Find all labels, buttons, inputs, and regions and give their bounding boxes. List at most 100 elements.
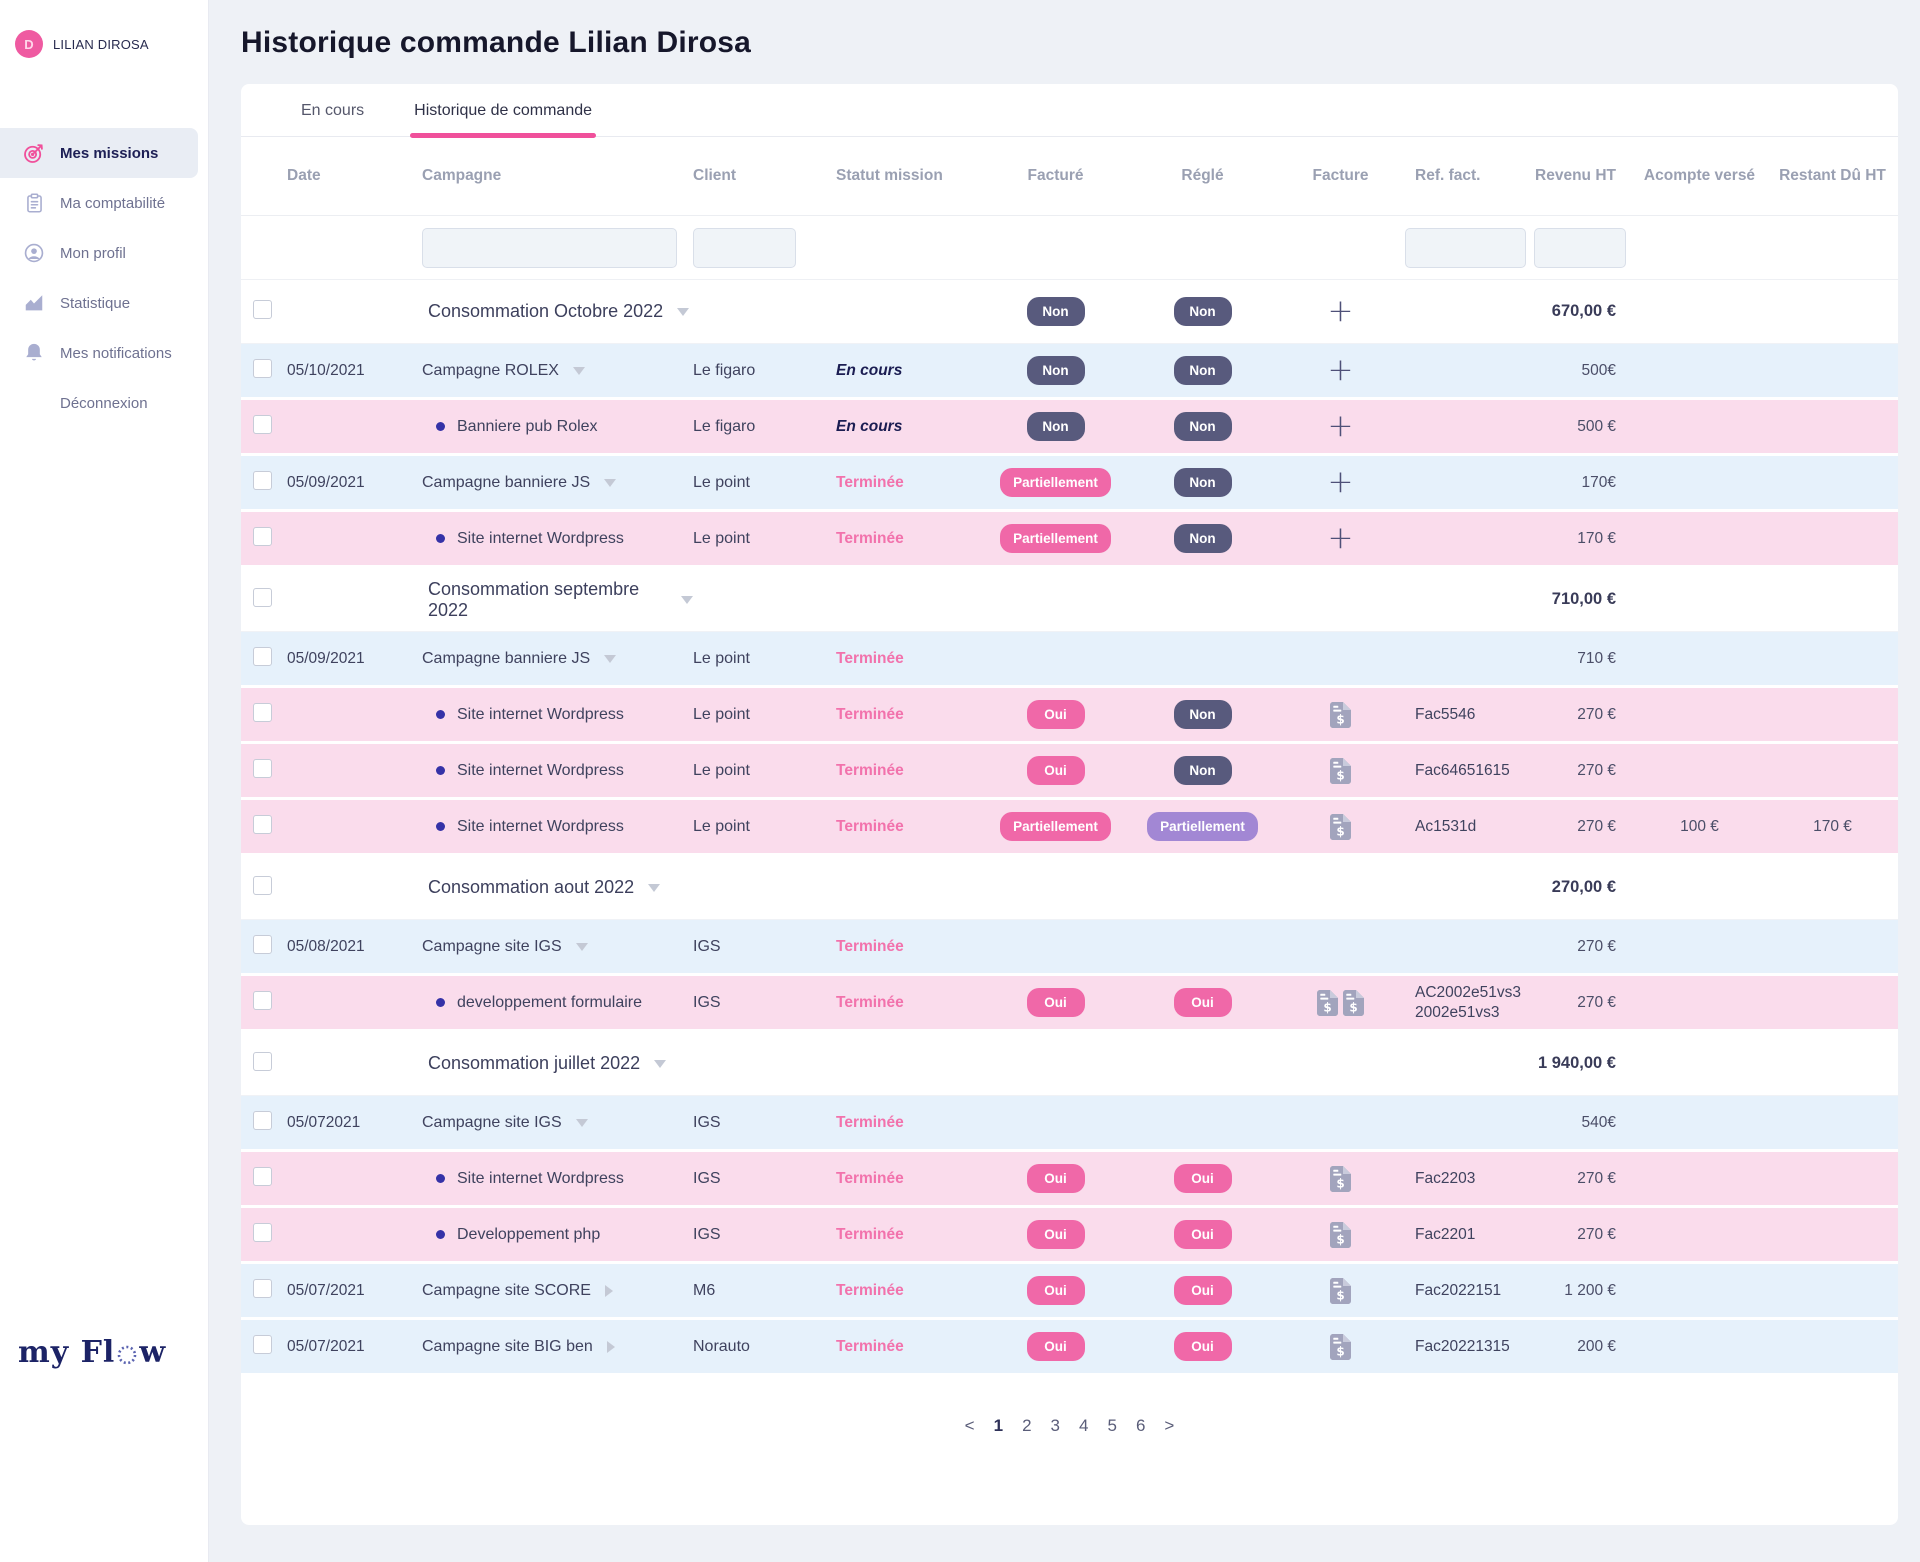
group-title: Consommation juillet 2022	[428, 1053, 641, 1073]
invoice-ref: Fac2203	[1415, 1169, 1476, 1187]
campaign-name: Campagne ROLEX	[422, 361, 559, 379]
cell-client: IGS	[693, 993, 721, 1011]
sidebar-item-mon-profil[interactable]: Mon profil	[0, 228, 198, 278]
filter-campagne-input[interactable]	[422, 227, 677, 268]
add-invoice-button[interactable]: +	[1327, 408, 1354, 444]
pagination-next[interactable]: >	[1164, 1416, 1175, 1435]
group-title: Consommation aout 2022	[428, 877, 635, 897]
row-checkbox[interactable]	[253, 470, 272, 490]
pagination-page-6[interactable]: 6	[1135, 1416, 1146, 1435]
chevron-down-icon[interactable]	[572, 366, 585, 375]
chevron-down-icon[interactable]	[677, 307, 690, 316]
row-checkbox[interactable]	[253, 646, 272, 666]
row-checkbox[interactable]	[253, 1051, 272, 1071]
mission-name: Site internet Wordpress	[457, 705, 624, 723]
facture-badge: Oui	[1026, 1332, 1085, 1361]
chevron-down-icon[interactable]	[654, 1059, 667, 1068]
table-row: 05/072021 Campagne site IGS IGS Terminée 540…	[241, 1096, 1898, 1152]
row-checkbox[interactable]	[253, 990, 272, 1010]
row-checkbox[interactable]	[253, 358, 272, 378]
pagination-page-4[interactable]: 4	[1079, 1416, 1089, 1435]
cell-date: 05/07/2021	[287, 1337, 365, 1355]
regle-badge: Oui	[1173, 1276, 1232, 1305]
invoice-icon[interactable]: $	[1330, 1333, 1351, 1360]
group-title: Consommation Octobre 2022	[428, 301, 664, 321]
svg-text:$: $	[1336, 768, 1344, 782]
sidebar-item-statistique[interactable]: Statistique	[0, 278, 198, 328]
invoice-icon[interactable]: $	[1330, 1277, 1351, 1304]
bullet-icon	[436, 534, 445, 543]
row-checkbox[interactable]	[253, 414, 272, 434]
regle-badge: Non	[1173, 524, 1232, 553]
table-row: 05/07/2021 Campagne site SCORE M6 Terminée O…	[241, 1264, 1898, 1320]
row-checkbox[interactable]	[253, 587, 272, 607]
sidebar-item-mes-missions[interactable]: Mes missions	[0, 128, 198, 178]
row-checkbox[interactable]	[253, 299, 272, 319]
invoice-icon[interactable]: $	[1330, 813, 1351, 840]
add-invoice-button[interactable]: +	[1327, 464, 1354, 500]
filter-revenu-input[interactable]	[1534, 227, 1627, 268]
svg-text:$: $	[1336, 1344, 1344, 1358]
row-checkbox[interactable]	[253, 702, 272, 722]
filter-client-input[interactable]	[693, 227, 796, 268]
tab-en-cours[interactable]: En cours	[301, 102, 365, 119]
add-invoice-button[interactable]: +	[1327, 352, 1354, 388]
invoice-icon[interactable]: $	[1330, 1221, 1351, 1248]
pagination-page-2[interactable]: 2	[1022, 1416, 1032, 1435]
revenue-value: 1 200 €	[1564, 1281, 1616, 1299]
cell-client: Le point	[693, 473, 750, 491]
facture-badge: Non	[1026, 356, 1085, 385]
invoice-icon[interactable]: $	[1330, 1165, 1351, 1192]
facture-badge: Partiellement	[1000, 468, 1111, 497]
table-row: Site internet Wordpress Le point Terminée O…	[241, 688, 1898, 744]
chevron-right-icon[interactable]	[606, 1340, 615, 1353]
pagination-page-3[interactable]: 3	[1050, 1416, 1060, 1435]
row-checkbox[interactable]	[253, 875, 272, 895]
add-invoice-button[interactable]: +	[1327, 520, 1354, 556]
row-checkbox[interactable]	[253, 1166, 272, 1186]
invoice-ref-2: 2002e51vs3	[1415, 1003, 1500, 1021]
row-checkbox[interactable]	[253, 1278, 272, 1298]
row-checkbox[interactable]	[253, 526, 272, 546]
pagination-page-5[interactable]: 5	[1107, 1416, 1117, 1435]
chevron-down-icon[interactable]	[604, 478, 617, 487]
chevron-down-icon[interactable]	[604, 654, 617, 663]
profile-icon	[22, 241, 46, 265]
invoice-icon[interactable]: $	[1330, 757, 1351, 784]
facture-badge: Oui	[1026, 988, 1085, 1017]
chevron-right-icon[interactable]	[604, 1284, 613, 1297]
cell-date: 05/10/2021	[287, 361, 365, 379]
filter-ref-fact-input[interactable]	[1405, 227, 1527, 268]
sidebar-item-ma-comptabilite[interactable]: Ma comptabilité	[0, 178, 198, 228]
row-checkbox[interactable]	[253, 1222, 272, 1242]
chevron-down-icon[interactable]	[648, 883, 661, 892]
mission-name: developpement formulaire	[457, 993, 642, 1011]
table-row: 05/07/2021 Campagne site BIG ben Norauto Te…	[241, 1320, 1898, 1376]
sidebar-item-label: Mes missions	[60, 144, 159, 162]
row-checkbox[interactable]	[253, 1334, 272, 1354]
col-header-revenu-ht: Revenu HT	[1535, 167, 1616, 184]
pagination-prev[interactable]: <	[964, 1416, 975, 1435]
sidebar-menu: Mes missions Ma comptabilité Mon profil Sta…	[0, 128, 208, 428]
regle-badge: Non	[1173, 356, 1232, 385]
invoice-icons[interactable]: $ $	[1317, 989, 1364, 1016]
orders-card: En cours Historique de commande Date Cam…	[241, 84, 1898, 1525]
row-checkbox[interactable]	[253, 814, 272, 834]
chevron-down-icon[interactable]	[575, 942, 588, 951]
cell-client: M6	[693, 1281, 716, 1299]
revenue-value: 270 €	[1577, 761, 1616, 779]
sidebar-item-deconnexion[interactable]: Déconnexion	[0, 378, 198, 428]
row-checkbox[interactable]	[253, 934, 272, 954]
revenue-value: 170€	[1581, 473, 1616, 491]
chevron-down-icon[interactable]	[575, 1118, 588, 1127]
cell-client: IGS	[693, 1225, 721, 1243]
add-invoice-button[interactable]: +	[1327, 293, 1354, 329]
row-checkbox[interactable]	[253, 1110, 272, 1130]
status-label: Terminée	[836, 1225, 904, 1243]
sidebar-item-mes-notifications[interactable]: Mes notifications	[0, 328, 198, 378]
chevron-down-icon[interactable]	[681, 595, 693, 604]
invoice-icon[interactable]: $	[1330, 701, 1351, 728]
row-checkbox[interactable]	[253, 758, 272, 778]
pagination-page-1[interactable]: 1	[993, 1416, 1004, 1435]
tab-historique-de-commande[interactable]: Historique de commande	[410, 102, 596, 138]
